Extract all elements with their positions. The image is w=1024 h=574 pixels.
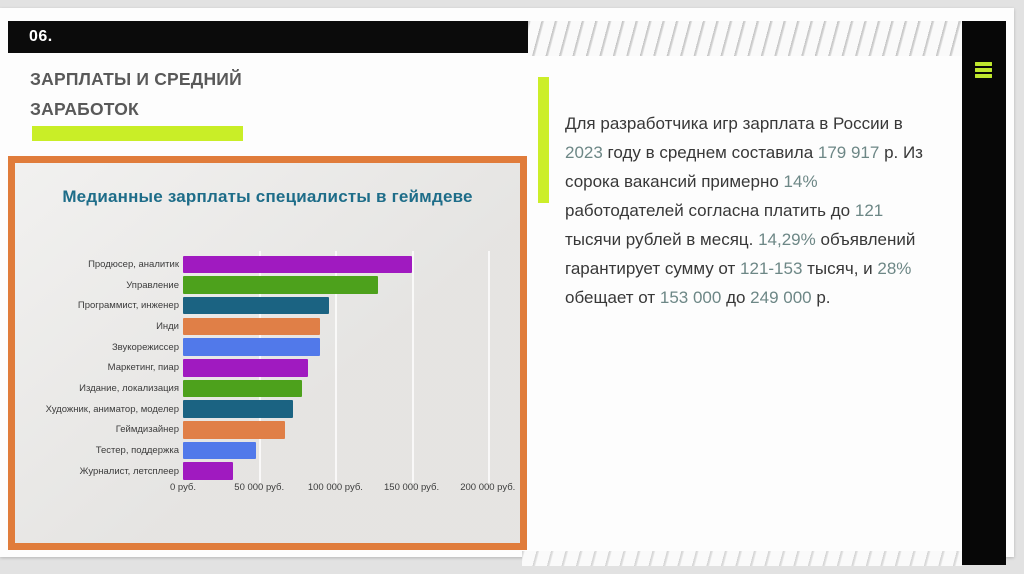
text-run: объявлений гарантирует сумму от <box>565 230 916 278</box>
bar <box>183 441 257 460</box>
x-tick-label: 200 000 руб. <box>460 482 516 493</box>
chart-frame: Медианные зарплаты специалисты в геймдев… <box>8 156 527 550</box>
diagonal-hatch-decoration-top <box>528 21 962 56</box>
x-tick-label: 0 руб. <box>169 482 197 493</box>
bar <box>183 338 321 356</box>
bar <box>183 421 286 439</box>
highlighted-number: 153 000 <box>659 288 722 307</box>
diagonal-hatch-decoration-bottom <box>522 551 962 566</box>
category-label: Тестер, поддержка <box>95 445 179 457</box>
text-run: р. Из сорока вакансий примерно <box>565 143 923 191</box>
gridline <box>411 251 414 483</box>
chart-row: Журналист, летсплеер <box>15 461 515 482</box>
category-label: Продюсер, аналитик <box>88 258 179 270</box>
right-rail <box>962 21 1006 565</box>
text-run: р. <box>811 288 831 307</box>
hamburger-line <box>975 62 992 66</box>
chart-plot: Продюсер, аналитик Управление Программист,… <box>15 254 515 482</box>
text-run: до <box>721 288 751 307</box>
chart-x-axis: 0 руб. 50 000 руб. 100 000 руб. 150 000 руб… <box>15 482 520 496</box>
chart-area: Медианные зарплаты специалисты в геймдев… <box>15 163 520 543</box>
chart-row: Инди <box>15 316 515 337</box>
bar <box>183 400 293 418</box>
highlighted-number: 28% <box>877 259 912 278</box>
x-tick-label: 100 000 руб. <box>307 482 363 493</box>
gridline <box>335 251 338 483</box>
category-label: Издание, локализация <box>79 382 179 394</box>
highlighted-number: 121-153 <box>740 259 803 278</box>
highlighted-number: 121 <box>854 201 884 220</box>
chart-title: Медианные зарплаты специалисты в геймдев… <box>62 187 473 206</box>
chart-row: Продюсер, аналитик <box>15 254 515 275</box>
page-title-line-1: ЗАРПЛАТЫ И СРЕДНИЙ <box>30 69 242 89</box>
chart-row: Управление <box>15 275 515 296</box>
hamburger-line <box>975 74 992 78</box>
highlighted-number: 14,29% <box>758 230 816 249</box>
chart-row: Художник, аниматор, моделер <box>15 399 515 420</box>
bar <box>183 359 308 377</box>
chart-row: Геймдизайнер <box>15 420 515 441</box>
text-run: обещает от <box>565 288 660 307</box>
hamburger-menu-icon[interactable] <box>975 62 992 80</box>
category-label: Инди <box>156 320 179 332</box>
x-tick-label: 50 000 руб. <box>234 482 285 493</box>
hamburger-line <box>975 68 992 72</box>
bar <box>183 379 302 398</box>
page-title-line-2: ЗАРАБОТОК <box>30 99 139 119</box>
chart-row: Маркетинг, пиар <box>15 357 515 378</box>
highlighted-number: 14% <box>783 172 818 191</box>
category-label: Геймдизайнер <box>115 424 179 436</box>
category-label: Журналист, летсплеер <box>79 465 179 477</box>
text-run: работодателей согласна платить до <box>565 201 855 220</box>
text-run: тысячи рублей в месяц. <box>565 230 759 249</box>
highlighted-number: 2023 <box>565 143 603 162</box>
bar <box>183 276 379 294</box>
category-label: Художник, аниматор, моделер <box>45 403 179 415</box>
x-tick-label: 150 000 руб. <box>384 482 440 493</box>
slide: 06. ЗАРПЛАТЫ И СРЕДНИЙ ЗАРАБОТОК Медианн… <box>0 8 1014 566</box>
bar <box>183 317 321 336</box>
chart-row: Программист, инженер <box>15 295 515 316</box>
info-text-block: Для разработчика игр зарплата в России в… <box>565 109 923 312</box>
highlighted-number: 249 000 <box>750 288 812 307</box>
text-run: тысяч, и <box>802 259 878 278</box>
chart-row: Звукорежиссер <box>15 337 515 358</box>
chart-row: Тестер, поддержка <box>15 440 515 461</box>
text-accent-bar <box>538 77 549 203</box>
page-title: ЗАРПЛАТЫ И СРЕДНИЙ ЗАРАБОТОК <box>30 64 242 124</box>
category-label: Управление <box>126 279 179 291</box>
bar <box>183 296 330 315</box>
bar <box>183 255 412 274</box>
text-run: Для разработчика игр зарплата в России в <box>565 114 903 133</box>
category-label: Звукорежиссер <box>111 341 179 353</box>
bar <box>183 462 234 480</box>
gridline <box>487 251 490 483</box>
text-run: году в среднем составила <box>602 143 818 162</box>
category-label: Маркетинг, пиар <box>107 362 179 374</box>
title-accent-bar <box>32 126 243 141</box>
highlighted-number: 179 917 <box>817 143 880 162</box>
chart-row: Издание, локализация <box>15 378 515 399</box>
category-label: Программист, инженер <box>77 300 179 312</box>
slide-number: 06. <box>29 28 53 45</box>
slide-number-bar: 06. <box>8 21 528 53</box>
info-paragraph: Для разработчика игр зарплата в России в… <box>565 109 923 312</box>
